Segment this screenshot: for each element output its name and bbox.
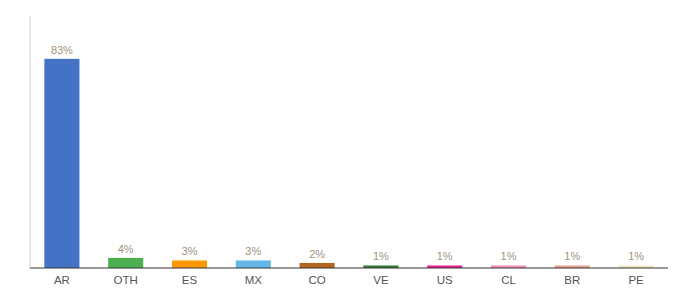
x-tick-label: ES bbox=[182, 274, 198, 286]
data-label: 83% bbox=[51, 44, 73, 56]
bar bbox=[108, 258, 143, 268]
data-label: 1% bbox=[501, 250, 517, 262]
data-label: 1% bbox=[437, 250, 453, 262]
chart: AR OTH ES MX CO VE US CL BR PE 83% 4% 3% 3% 2% 1% 1% 1% 1%… bbox=[0, 0, 680, 300]
bars bbox=[44, 59, 653, 268]
data-label: 3% bbox=[182, 245, 198, 257]
x-tick-label: CO bbox=[308, 274, 325, 286]
bar bbox=[236, 260, 271, 268]
bar bbox=[300, 263, 335, 268]
data-label: 2% bbox=[309, 248, 325, 260]
x-axis-line bbox=[30, 268, 668, 269]
x-tick-label: BR bbox=[564, 274, 580, 286]
x-tick-label: VE bbox=[373, 274, 389, 286]
data-label: 1% bbox=[373, 250, 389, 262]
x-tick-label: PE bbox=[628, 274, 644, 286]
data-label: 1% bbox=[628, 250, 644, 262]
y-axis-line bbox=[30, 16, 31, 268]
x-tick-label: US bbox=[437, 274, 453, 286]
x-tick-label: MX bbox=[245, 274, 263, 286]
bar bbox=[44, 59, 79, 268]
data-label: 3% bbox=[245, 245, 261, 257]
x-tick-label: OTH bbox=[114, 274, 138, 286]
bar bbox=[172, 260, 207, 268]
data-label: 1% bbox=[564, 250, 580, 262]
data-label: 4% bbox=[118, 243, 134, 255]
chart-container: AR OTH ES MX CO VE US CL BR PE 83% 4% 3% 3% 2% 1% 1% 1% 1%… bbox=[0, 0, 680, 300]
x-tick-label: CL bbox=[501, 274, 516, 286]
x-tick-label: AR bbox=[54, 274, 70, 286]
